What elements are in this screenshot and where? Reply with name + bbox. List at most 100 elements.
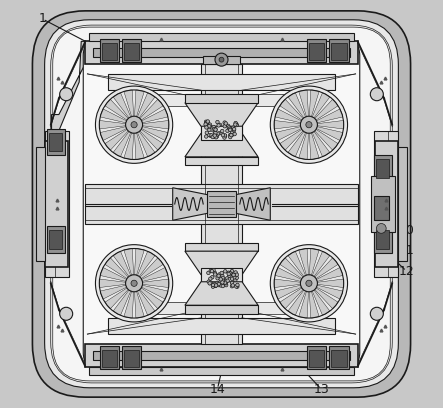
Bar (185, 243, 258, 251)
Bar (376, 159, 389, 177)
Circle shape (229, 271, 233, 274)
Wedge shape (140, 129, 163, 150)
Circle shape (211, 285, 215, 288)
Wedge shape (316, 126, 343, 140)
Wedge shape (105, 99, 128, 120)
Circle shape (219, 280, 222, 284)
Circle shape (214, 284, 217, 288)
Circle shape (207, 271, 210, 275)
Circle shape (230, 277, 234, 281)
Wedge shape (105, 258, 128, 279)
Circle shape (306, 280, 312, 286)
Wedge shape (274, 279, 300, 288)
Circle shape (223, 136, 226, 139)
Circle shape (230, 269, 234, 273)
Bar (118, 302, 325, 314)
Circle shape (234, 121, 237, 125)
Circle shape (221, 276, 225, 279)
Wedge shape (312, 93, 330, 118)
Bar (185, 157, 258, 165)
Wedge shape (137, 131, 155, 157)
Wedge shape (135, 291, 144, 318)
Bar (47, 226, 65, 253)
Circle shape (210, 269, 214, 273)
Text: 12: 12 (399, 265, 414, 277)
Bar (185, 305, 258, 314)
Wedge shape (315, 258, 338, 279)
Circle shape (213, 127, 216, 131)
Circle shape (225, 284, 228, 287)
Wedge shape (274, 120, 300, 129)
Circle shape (223, 134, 227, 137)
Circle shape (227, 126, 231, 129)
Text: 1: 1 (39, 13, 47, 25)
Wedge shape (280, 129, 303, 150)
Wedge shape (299, 90, 308, 117)
Text: 11: 11 (399, 244, 414, 257)
Circle shape (214, 128, 217, 131)
Circle shape (228, 127, 232, 131)
Circle shape (223, 121, 226, 124)
Circle shape (229, 135, 232, 139)
Circle shape (233, 123, 237, 126)
Circle shape (206, 133, 210, 137)
Wedge shape (105, 288, 128, 309)
Wedge shape (288, 93, 306, 118)
Circle shape (228, 274, 231, 277)
Wedge shape (113, 290, 131, 315)
Circle shape (300, 275, 318, 292)
Wedge shape (100, 126, 127, 140)
Circle shape (208, 123, 212, 126)
Wedge shape (316, 285, 343, 299)
Circle shape (306, 122, 312, 128)
Circle shape (206, 122, 209, 125)
Circle shape (213, 130, 217, 134)
Wedge shape (100, 109, 127, 123)
Circle shape (207, 280, 210, 284)
Wedge shape (113, 93, 131, 118)
Wedge shape (140, 99, 163, 120)
Circle shape (370, 88, 383, 101)
Circle shape (232, 273, 235, 277)
Bar (85, 184, 358, 224)
Wedge shape (309, 248, 319, 275)
Circle shape (235, 123, 238, 127)
Bar (122, 39, 141, 62)
Circle shape (236, 285, 239, 288)
Circle shape (235, 276, 238, 279)
Circle shape (217, 124, 220, 127)
Circle shape (377, 224, 386, 233)
Bar (93, 48, 350, 57)
Wedge shape (317, 120, 344, 129)
Bar (124, 350, 140, 367)
Circle shape (223, 124, 226, 128)
Circle shape (215, 53, 228, 66)
FancyBboxPatch shape (45, 20, 398, 388)
Bar (100, 346, 119, 369)
Circle shape (270, 245, 348, 322)
Circle shape (209, 281, 212, 284)
Circle shape (208, 128, 211, 132)
Circle shape (220, 271, 223, 275)
Bar (201, 119, 242, 140)
Circle shape (235, 123, 238, 126)
Circle shape (217, 283, 221, 287)
Circle shape (209, 134, 212, 137)
Bar (89, 33, 354, 41)
Wedge shape (280, 99, 303, 120)
Bar (371, 175, 395, 233)
Bar (85, 344, 358, 367)
Circle shape (234, 285, 238, 288)
Circle shape (217, 274, 220, 277)
Circle shape (214, 128, 217, 131)
Bar (309, 350, 324, 367)
Circle shape (216, 120, 219, 124)
Text: 14: 14 (210, 383, 225, 395)
Bar (85, 41, 358, 64)
Wedge shape (309, 90, 319, 117)
Wedge shape (124, 248, 134, 275)
Bar (93, 351, 350, 360)
Circle shape (213, 284, 217, 288)
Wedge shape (135, 133, 144, 160)
Circle shape (233, 275, 236, 279)
